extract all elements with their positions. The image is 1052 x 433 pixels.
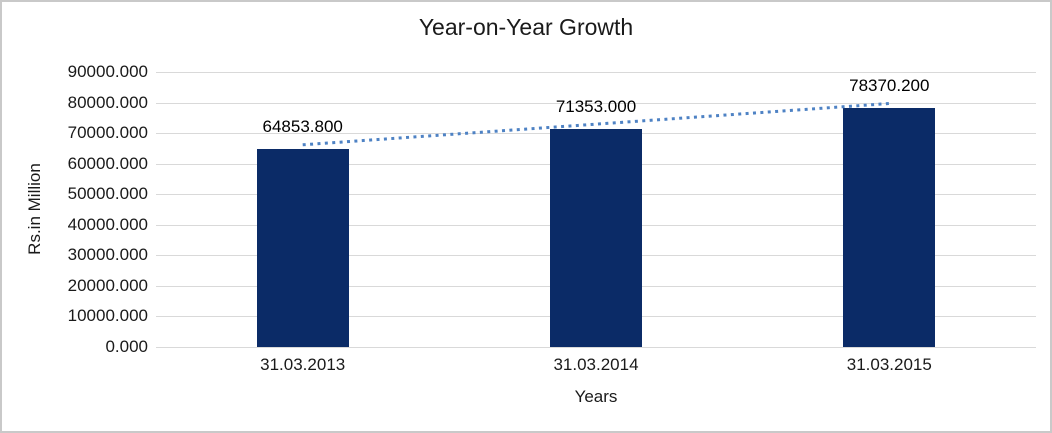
y-tick-label: 70000.000: [67, 123, 148, 143]
chart-title: Year-on-Year Growth: [418, 14, 634, 40]
data-label: 64853.800: [262, 116, 343, 136]
y-tick-label: 90000.000: [67, 62, 148, 81]
y-tick-label: 40000.000: [67, 214, 148, 234]
bar-31.03.2015: [843, 107, 936, 347]
y-tick-label: 30000.000: [67, 245, 148, 265]
y-tick-label: 60000.000: [67, 153, 148, 173]
x-tick-label: 31.03.2014: [553, 355, 639, 374]
plot-area: 64853.800 71353.000 78370.200: [156, 72, 1036, 348]
gridline: [156, 347, 1036, 348]
y-tick-label: 50000.000: [67, 184, 148, 204]
y-tick-label: 80000.000: [67, 92, 148, 112]
y-axis-title: Rs.in Million: [25, 163, 44, 255]
x-tick-label: 31.03.2015: [846, 355, 932, 374]
bar-31.03.2014: [550, 129, 642, 347]
x-tick-label: 31.03.2013: [260, 355, 346, 374]
bar-31.03.2013: [256, 148, 349, 347]
data-label: 71353.000: [555, 97, 637, 116]
x-axis-title: Years: [574, 387, 618, 406]
y-tick-label: 10000.000: [67, 306, 148, 326]
y-tick-label: 20000.000: [67, 275, 148, 295]
gridline: [156, 72, 1036, 73]
data-label: 78370.200: [849, 75, 930, 95]
y-tick-label: 0.000: [105, 337, 148, 356]
